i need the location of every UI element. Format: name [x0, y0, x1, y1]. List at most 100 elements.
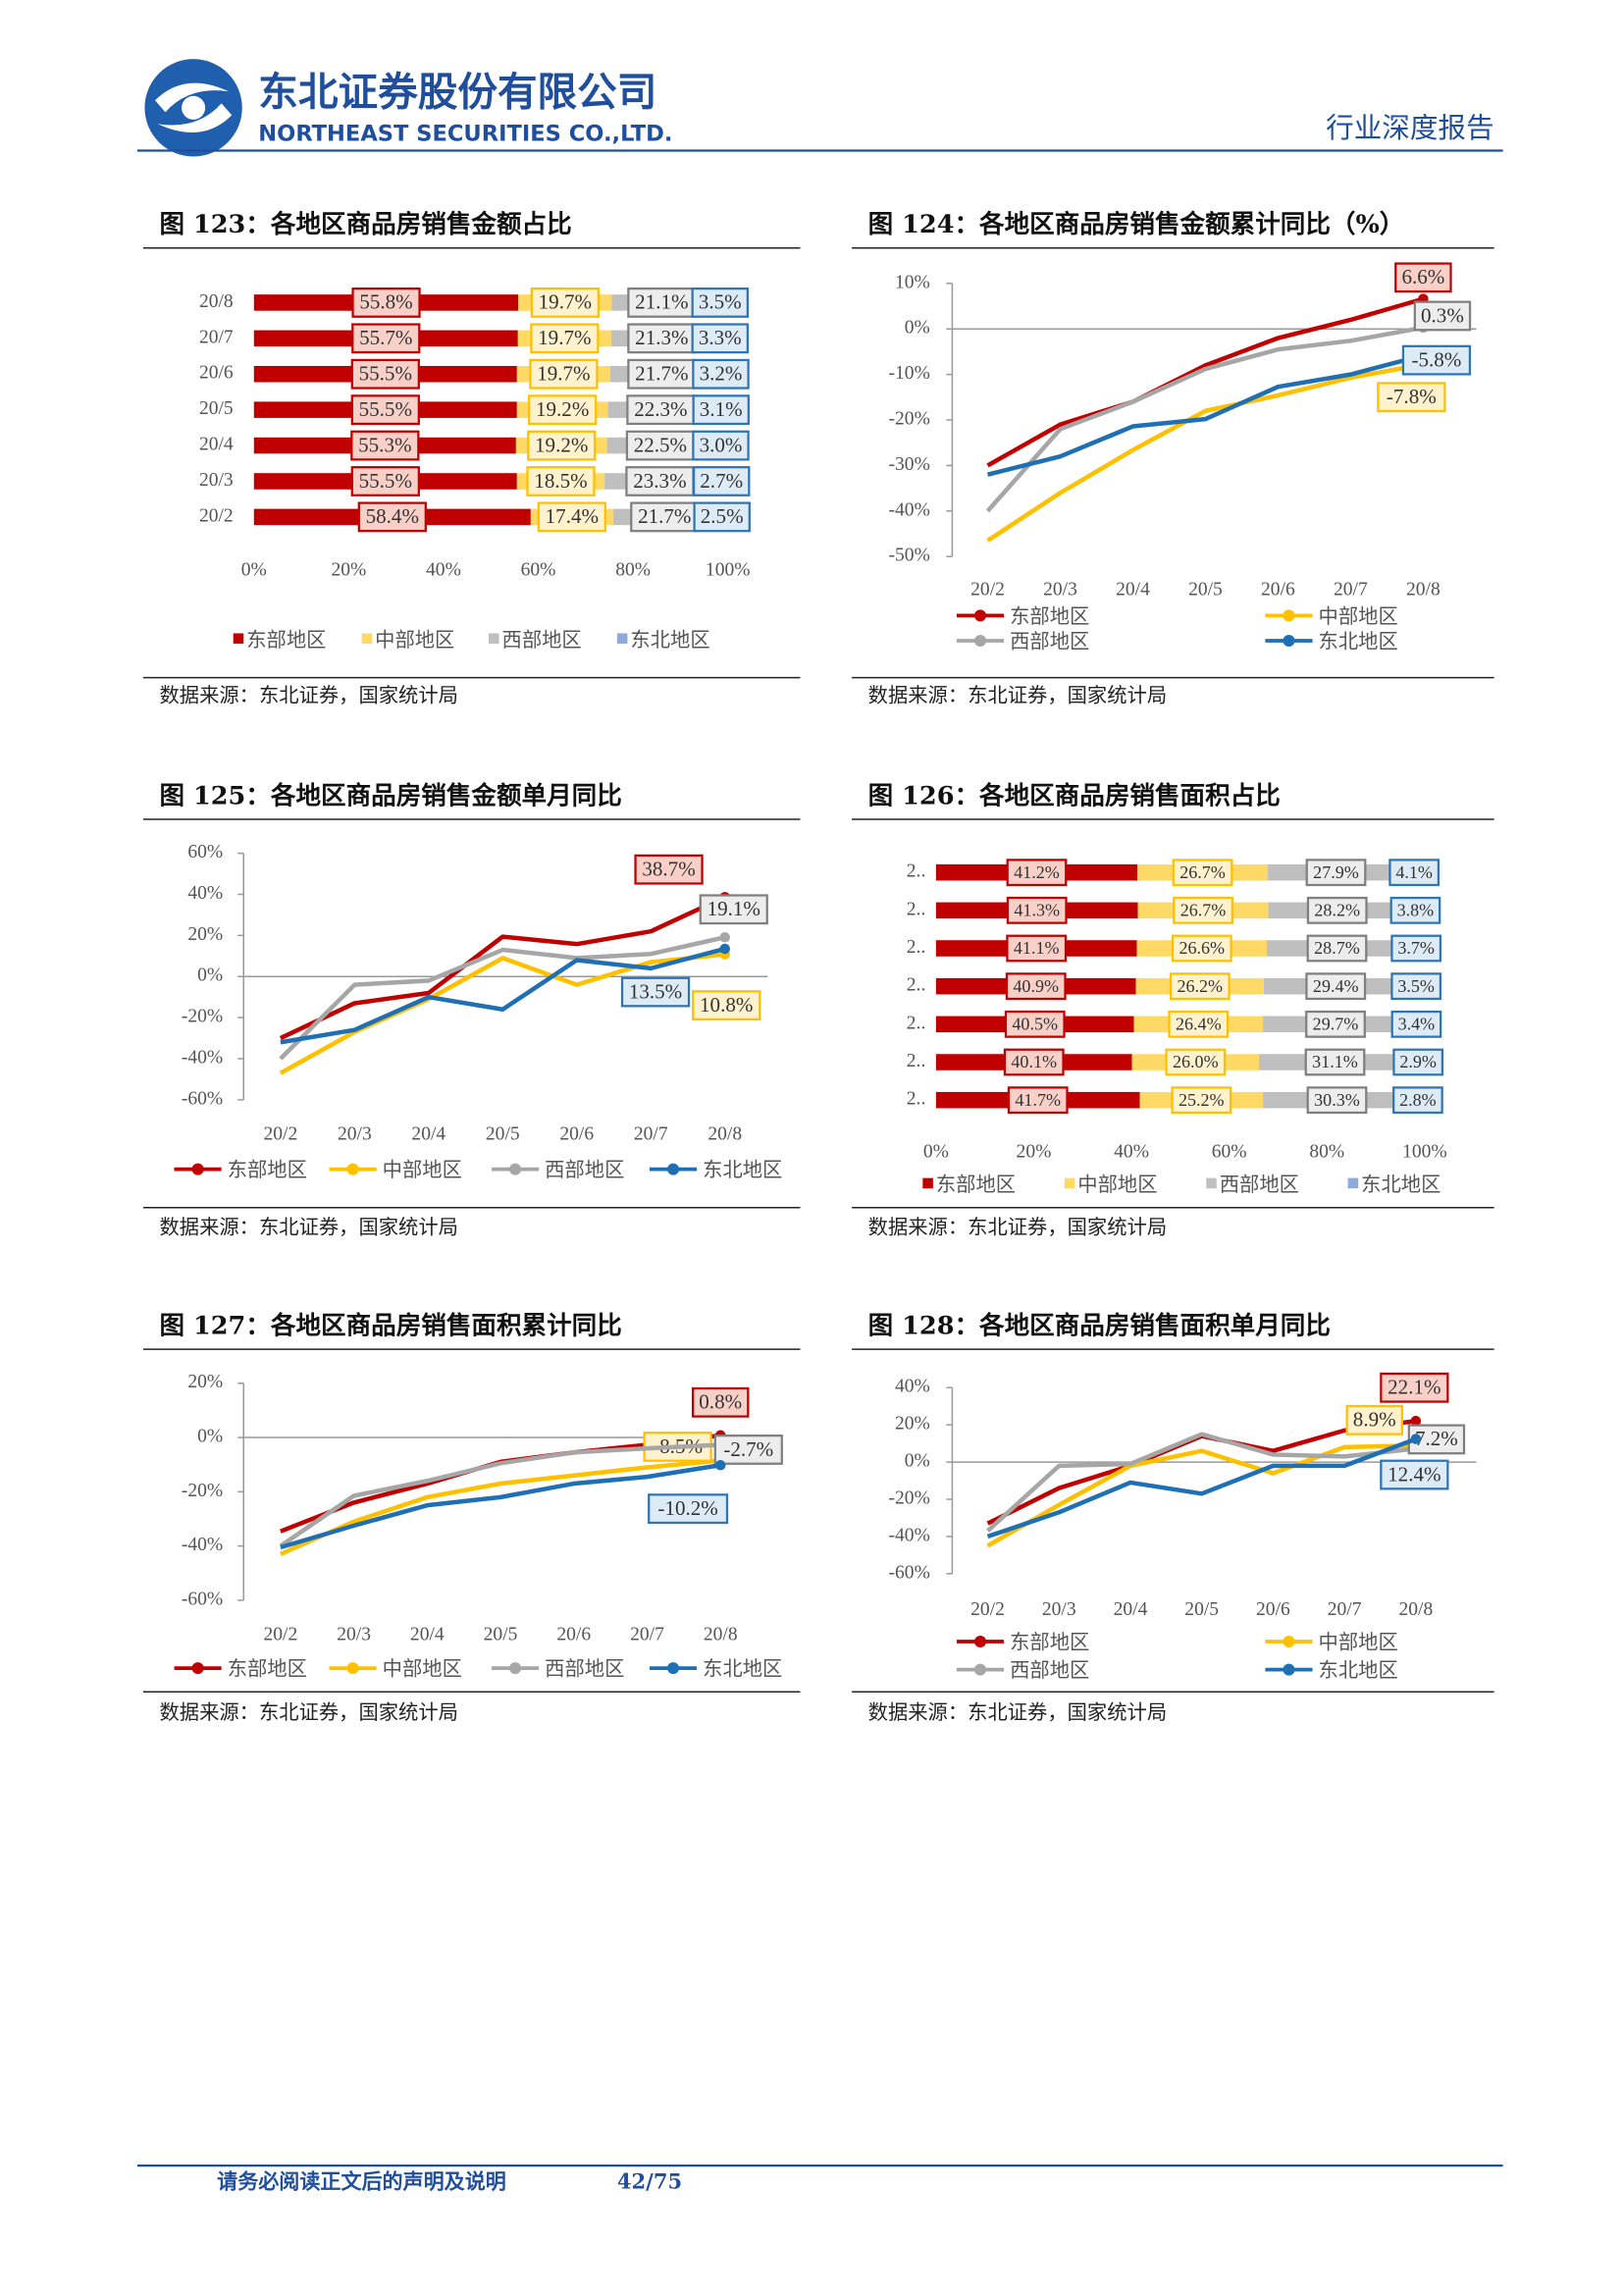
y-tick-label: -40% — [889, 1525, 930, 1545]
point — [1410, 1415, 1422, 1427]
data-label: 26.7% — [1179, 862, 1226, 882]
y-tick-label: 20% — [187, 1372, 223, 1392]
label-box — [1172, 859, 1233, 887]
label-box — [537, 501, 606, 533]
y-tick-label: 20/5 — [199, 398, 234, 419]
label-box — [1168, 1010, 1230, 1038]
y-tick-label: -50% — [889, 546, 930, 566]
label-box — [1006, 934, 1068, 963]
x-tick-label: 20/7 — [630, 1625, 664, 1645]
y-tick-label: 0% — [197, 965, 223, 986]
data-label: 22.3% — [634, 397, 687, 421]
label-box — [1003, 1048, 1065, 1076]
data-label: 19.2% — [535, 433, 588, 456]
data-label: -10.2% — [657, 1496, 717, 1520]
data-label: 31.1% — [1312, 1052, 1358, 1071]
data-label: 13.5% — [629, 979, 682, 1003]
legend-label: 中部地区 — [375, 628, 454, 652]
data-label: 19.7% — [539, 290, 592, 314]
legend-marker — [509, 1662, 522, 1675]
data-label: 3.0% — [700, 433, 743, 456]
x-tick-label: 20/2 — [263, 1123, 297, 1144]
y-tick-label: -60% — [889, 1562, 930, 1583]
y-tick-label: 0% — [905, 318, 930, 339]
data-label: 22.1% — [1388, 1376, 1441, 1399]
logo — [144, 59, 242, 157]
legend-marker — [509, 1163, 522, 1175]
line-series — [986, 362, 1424, 543]
label-box — [699, 894, 768, 925]
y-tick-label: -20% — [182, 1007, 223, 1027]
label-box — [1006, 896, 1068, 924]
legend-marker — [1283, 1663, 1295, 1676]
data-label: 3.3% — [699, 326, 742, 349]
label-box — [1171, 1086, 1232, 1115]
label-box — [625, 466, 695, 496]
data-label: 19.2% — [536, 397, 589, 421]
legend-label: 东北地区 — [1319, 629, 1398, 652]
data-label: 58.4% — [366, 504, 419, 528]
x-tick-label: 80% — [615, 560, 651, 581]
data-label: -5.8% — [1411, 347, 1461, 371]
label-box — [1171, 934, 1232, 963]
label-box — [1004, 1010, 1066, 1038]
legend-marker — [667, 1163, 680, 1175]
legend-swatch — [1206, 1177, 1217, 1189]
x-tick-label: 20/5 — [484, 1625, 518, 1645]
data-label: 26.4% — [1176, 1014, 1222, 1033]
label-box — [1306, 1086, 1368, 1115]
label-box — [1305, 859, 1367, 887]
label-box — [691, 287, 750, 318]
label-box — [692, 358, 750, 390]
data-label: -2.7% — [723, 1437, 773, 1461]
x-tick-label: 0% — [241, 560, 267, 581]
x-tick-label: 20/6 — [556, 1625, 591, 1645]
y-tick-label: 20/6 — [199, 363, 234, 384]
line-series — [986, 352, 1424, 477]
x-tick-label: 20/4 — [411, 1123, 445, 1144]
data-label: 55.5% — [359, 469, 412, 493]
y-tick-label: -60% — [182, 1589, 223, 1609]
x-tick-label: 80% — [1309, 1142, 1344, 1163]
label-box — [1392, 1048, 1444, 1076]
x-tick-label: 20/8 — [707, 1123, 742, 1144]
x-tick-label: 20/4 — [410, 1625, 445, 1645]
x-tick-label: 20/5 — [486, 1123, 520, 1144]
x-tick-label: 20/6 — [1261, 579, 1295, 600]
label-box — [1401, 344, 1472, 376]
label-box — [1389, 896, 1441, 924]
label-box — [1380, 1372, 1449, 1403]
point — [719, 931, 730, 943]
label-box — [1305, 972, 1367, 1001]
y-tick-label: 40% — [895, 1377, 930, 1397]
data-label: 55.5% — [359, 397, 412, 421]
label-box — [625, 430, 696, 461]
data-label: 29.4% — [1313, 976, 1359, 996]
x-tick-label: 20/8 — [1398, 1599, 1433, 1620]
figure-title: 图 128：各地区商品房销售面积单月同比 — [868, 1312, 1331, 1341]
label-box — [351, 323, 421, 354]
legend-label: 中部地区 — [1077, 1173, 1157, 1196]
y-tick-label: -10% — [889, 363, 930, 384]
y-tick-label: 2.. — [907, 1051, 926, 1071]
legend-label: 东部地区 — [936, 1173, 1016, 1196]
x-tick-label: 20/3 — [337, 1625, 371, 1645]
legend-swatch — [922, 1177, 933, 1189]
figure-title: 图 123：各地区商品房销售金额占比 — [159, 210, 571, 239]
data-label: 3.7% — [1397, 938, 1435, 958]
legend-swatch — [361, 633, 373, 644]
y-tick-label: 60% — [187, 842, 223, 862]
label-box — [357, 501, 427, 533]
data-label: 0.3% — [1421, 303, 1464, 327]
x-tick-label: 20/3 — [338, 1123, 372, 1144]
data-label: 23.3% — [633, 469, 686, 493]
data-label: 2.8% — [1399, 1090, 1437, 1110]
legend-marker — [346, 1662, 359, 1675]
data-label: 8.9% — [1353, 1408, 1396, 1432]
legend-swatch — [489, 633, 499, 644]
y-tick-label: 20/3 — [199, 470, 234, 491]
legend-label: 西部地区 — [545, 1657, 624, 1681]
x-tick-label: 20/2 — [263, 1625, 297, 1645]
x-tick-label: 40% — [426, 560, 461, 581]
